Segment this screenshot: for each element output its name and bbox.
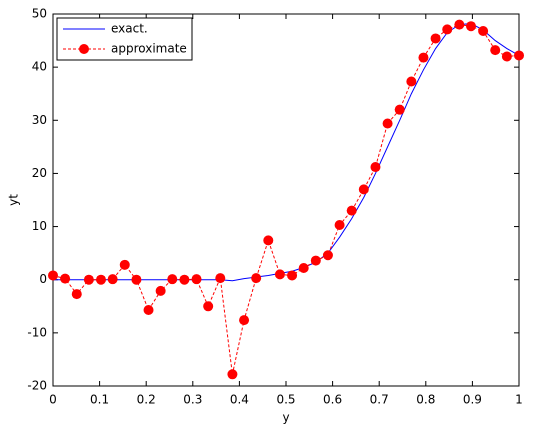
point	[131, 274, 142, 285]
point	[215, 273, 226, 284]
point	[251, 273, 262, 284]
y-tick-label: -10	[27, 325, 47, 339]
point	[263, 235, 274, 246]
point	[203, 301, 214, 312]
y-tick-label: -20	[27, 379, 47, 393]
point	[191, 274, 202, 285]
point	[490, 45, 501, 56]
point	[167, 274, 178, 285]
line	[52, 24, 520, 375]
x-tick-label: 0.7	[370, 393, 389, 407]
x-tick-label: 0	[49, 393, 57, 407]
point	[442, 24, 453, 35]
point	[430, 33, 441, 44]
point	[501, 51, 512, 62]
point	[155, 285, 166, 296]
x-tick-label: 0.8	[416, 393, 435, 407]
y-tick-label: 10	[32, 219, 47, 233]
point	[478, 26, 489, 37]
y-tick-label: 40	[32, 60, 47, 74]
x-tick-label: 0.2	[137, 393, 156, 407]
point	[310, 255, 321, 266]
legend-box	[56, 17, 193, 61]
y-tick-label: 50	[32, 7, 47, 21]
point	[406, 76, 417, 87]
point	[143, 305, 154, 316]
x-tick-label: 0.9	[463, 393, 482, 407]
point	[95, 274, 106, 285]
point	[322, 250, 333, 261]
x-tick-label: 0.1	[90, 393, 109, 407]
y-tick-label: 0	[39, 272, 47, 286]
point	[466, 21, 477, 32]
point	[394, 104, 405, 115]
x-tick-label: 0.3	[183, 393, 202, 407]
point	[48, 270, 58, 281]
legend-label: approximate	[111, 42, 187, 56]
y-axis-label: yt	[7, 194, 21, 206]
y-tick-label: 20	[32, 166, 47, 180]
point	[179, 274, 190, 285]
x-tick-label: 1	[515, 393, 523, 407]
point	[346, 205, 357, 216]
point	[358, 184, 369, 195]
point	[298, 263, 309, 274]
point	[287, 270, 298, 281]
y-tick-label: 30	[32, 113, 47, 127]
point	[119, 259, 130, 270]
point	[274, 269, 285, 280]
point	[370, 162, 381, 173]
point	[227, 369, 238, 380]
point	[107, 274, 118, 285]
point	[83, 274, 94, 285]
point	[418, 52, 429, 63]
point	[60, 273, 71, 284]
point	[454, 19, 465, 30]
x-axis-label: y	[282, 411, 289, 425]
point	[334, 219, 345, 230]
point	[71, 289, 82, 300]
point	[382, 118, 393, 129]
legend-marker	[79, 44, 89, 54]
x-tick-label: 0.4	[230, 393, 249, 407]
point	[239, 315, 250, 326]
line	[53, 23, 520, 282]
x-tick-label: 0.5	[276, 393, 295, 407]
legend-label: exact.	[111, 22, 148, 36]
point	[514, 50, 524, 61]
x-tick-label: 0.6	[323, 393, 342, 407]
